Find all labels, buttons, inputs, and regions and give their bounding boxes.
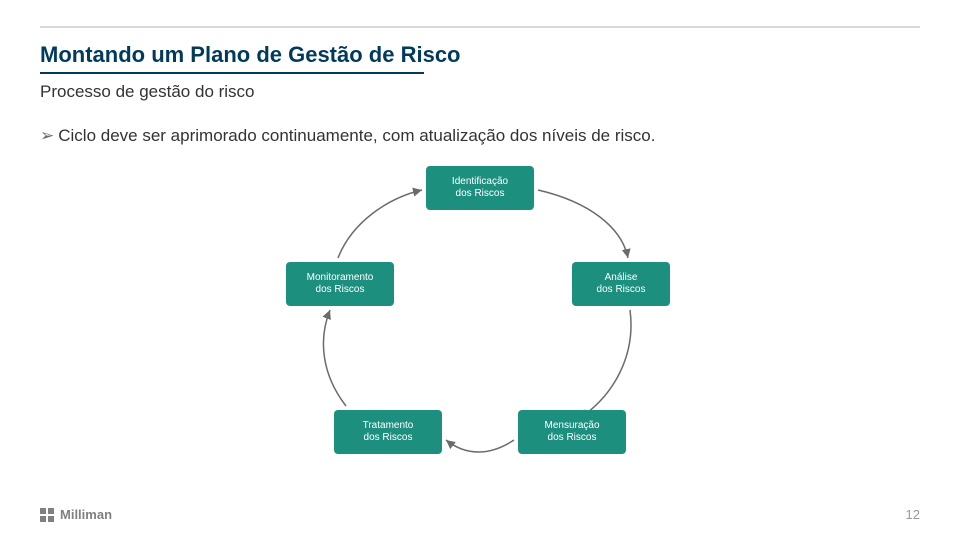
logo-text: Milliman <box>60 507 112 522</box>
cycle-node-tratamento: Tratamentodos Riscos <box>334 410 442 454</box>
cycle-node-monitoramento: Monitoramentodos Riscos <box>286 262 394 306</box>
bullet-marker-icon: ➢ <box>40 126 54 145</box>
arrow-identificacao-to-analise <box>538 190 628 258</box>
cycle-node-identificacao: Identificaçãodos Riscos <box>426 166 534 210</box>
cycle-node-mensuracao: Mensuraçãodos Riscos <box>518 410 626 454</box>
title-underline <box>40 72 424 74</box>
slide: Montando um Plano de Gestão de Risco Pro… <box>0 0 960 540</box>
logo: Milliman <box>40 507 112 522</box>
bullet-line: ➢Ciclo deve ser aprimorado continuamente… <box>40 126 655 146</box>
arrow-monitoramento-to-identificacao <box>338 190 422 258</box>
cycle-node-analise: Análisedos Riscos <box>572 262 670 306</box>
arrow-analise-to-mensuracao <box>580 310 631 418</box>
slide-subtitle: Processo de gestão do risco <box>40 82 255 102</box>
slide-title: Montando um Plano de Gestão de Risco <box>40 42 461 68</box>
top-divider <box>40 26 920 28</box>
logo-mark-icon <box>40 508 54 522</box>
arrow-tratamento-to-monitoramento <box>323 310 346 406</box>
cycle-arrows <box>0 160 960 510</box>
arrow-mensuracao-to-tratamento <box>446 440 514 452</box>
bullet-text: Ciclo deve ser aprimorado continuamente,… <box>58 126 655 145</box>
cycle-diagram: Identificaçãodos Riscos Análisedos Riscos… <box>0 160 960 510</box>
page-number: 12 <box>906 507 920 522</box>
